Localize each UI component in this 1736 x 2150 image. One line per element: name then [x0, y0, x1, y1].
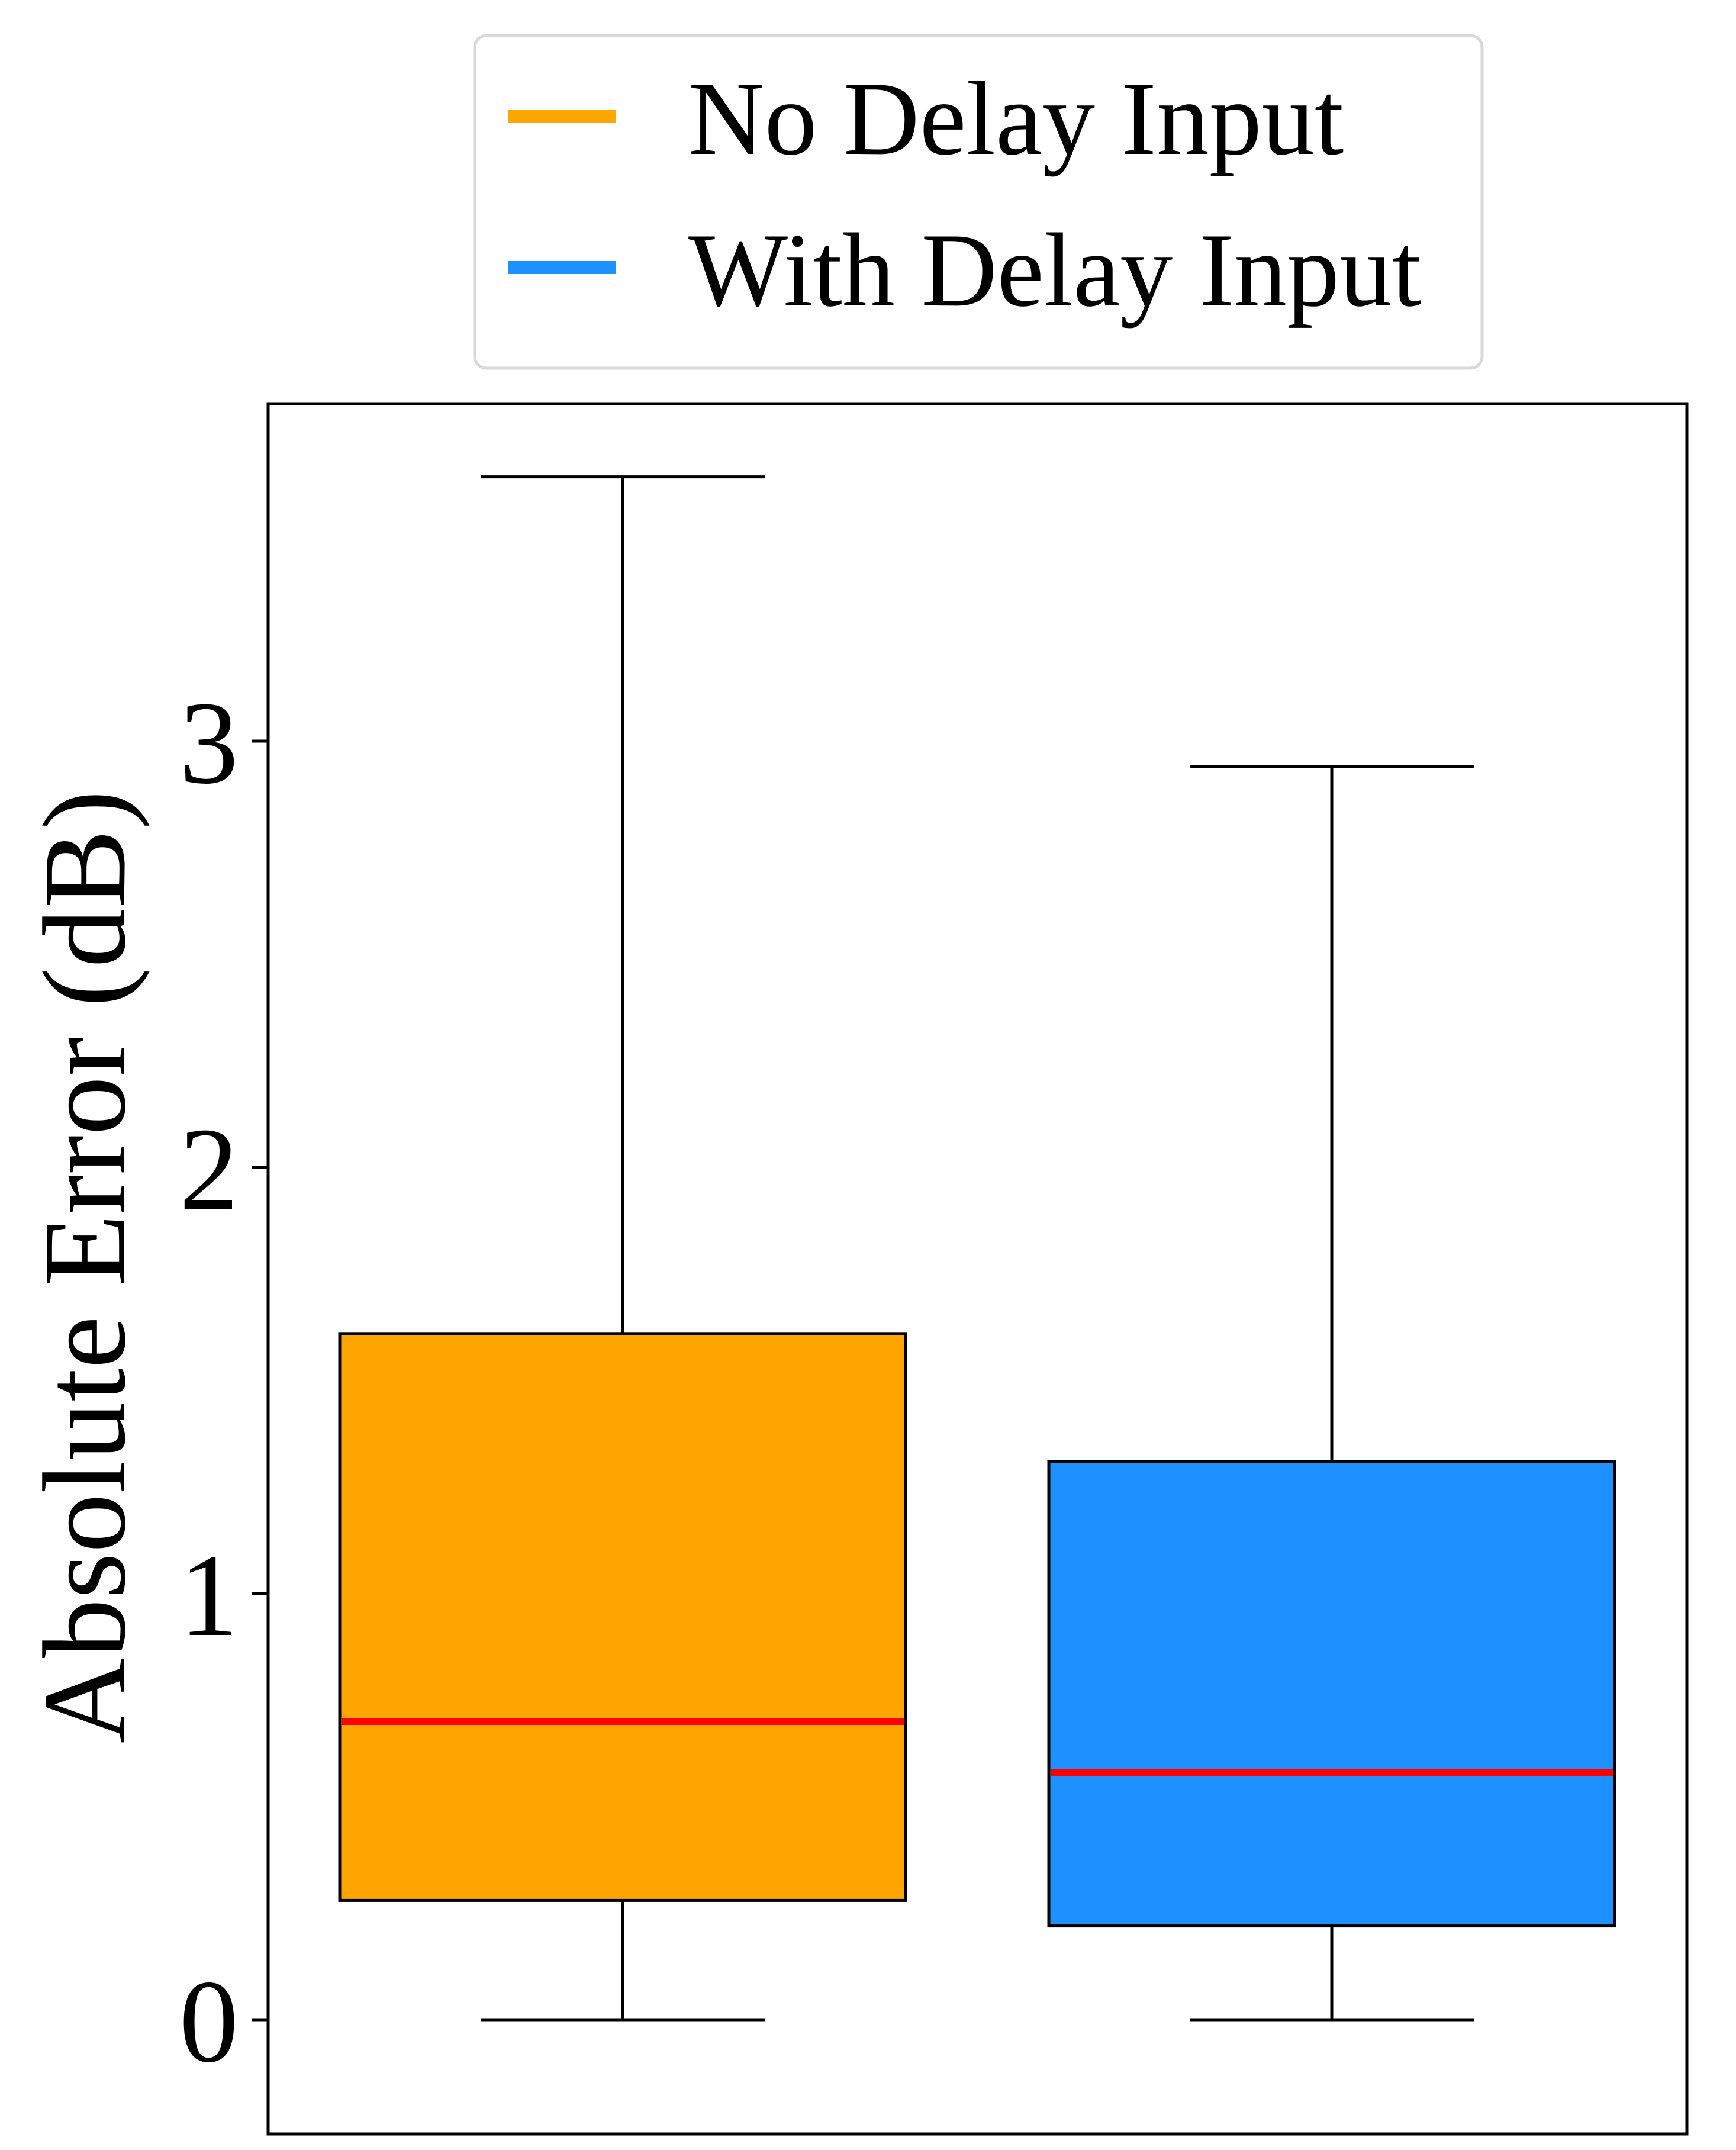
- y-axis: 0 1 2 3: [179, 678, 268, 2087]
- y-tick-label-0: 0: [179, 1956, 239, 2087]
- y-axis-title: Absolute Error (dB): [20, 790, 150, 1744]
- legend-entry-no-delay: No Delay Input: [508, 60, 1344, 177]
- box-with-delay: [1047, 765, 1616, 2022]
- y-tick-label-2: 2: [179, 1104, 239, 1235]
- box-no-delay: [338, 475, 907, 2022]
- legend-entry-with-delay: With Delay Input: [508, 211, 1422, 329]
- legend-label-with-delay: With Delay Input: [688, 211, 1422, 329]
- iqr-box-with-delay: [1047, 1460, 1616, 1928]
- boxes: [338, 475, 1616, 2022]
- iqr-box-no-delay: [338, 1332, 907, 1902]
- legend-frame: [473, 34, 1484, 370]
- legend-label-no-delay: No Delay Input: [688, 60, 1344, 177]
- y-tick-label-1: 1: [179, 1530, 239, 1661]
- y-tick-label-3: 3: [179, 678, 239, 809]
- legend: No Delay Input With Delay Input: [473, 34, 1484, 370]
